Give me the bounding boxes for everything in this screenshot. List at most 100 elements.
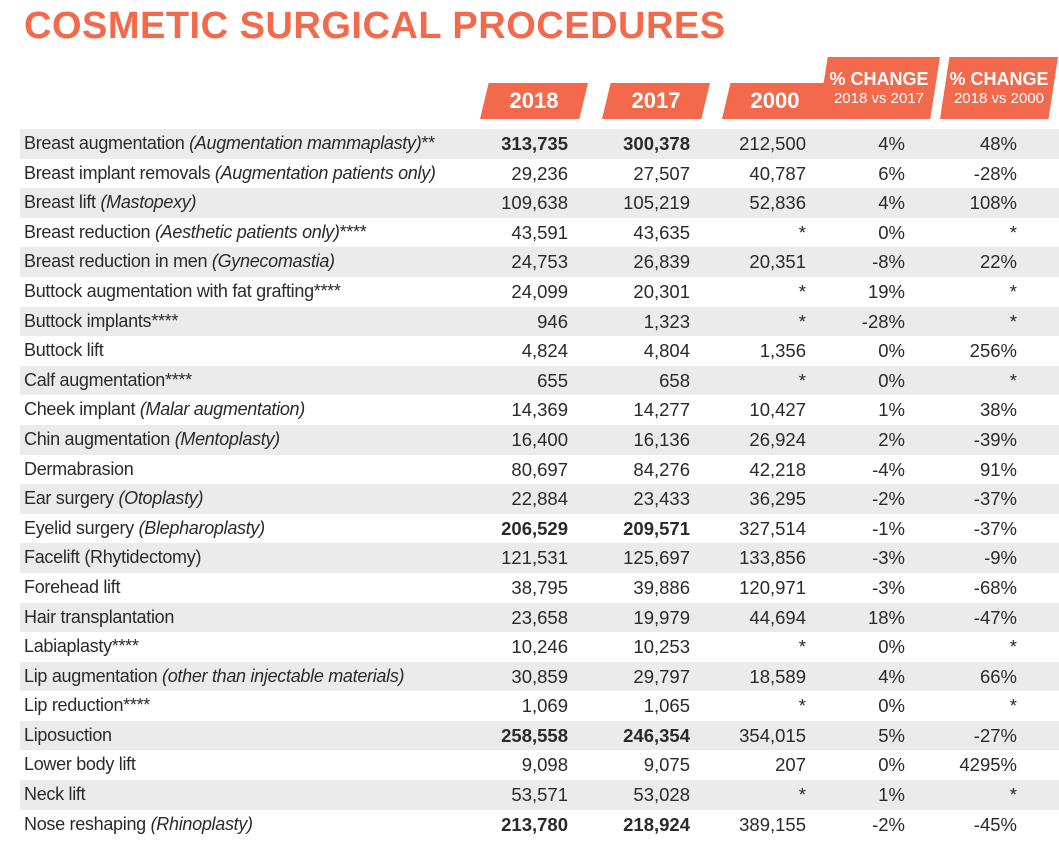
procedure-label: Neck lift [24, 784, 86, 805]
value-2017: 1,065 [643, 695, 690, 717]
change-2018-vs-2017: 1% [878, 784, 905, 806]
procedure-name: Buttock augmentation with fat grafting**… [24, 277, 341, 307]
procedure-label: Nose reshaping [24, 813, 151, 834]
change-2018-vs-2017: -3% [872, 547, 905, 569]
value-2017: 105,219 [623, 192, 690, 214]
procedure-name: Neck lift [24, 780, 86, 810]
change-2018-vs-2000: * [1009, 636, 1017, 658]
change-2018-vs-2017: 5% [878, 724, 905, 746]
value-2017: 19,979 [633, 606, 690, 628]
procedure-note: (Rhinoplasty) [150, 813, 253, 834]
value-2000: * [798, 221, 806, 243]
value-2018: 258,558 [501, 724, 568, 746]
value-2000: 40,787 [749, 162, 806, 184]
value-2000: 20,351 [749, 251, 806, 273]
change-2018-vs-2017: 4% [878, 192, 905, 214]
value-2018: 213,780 [501, 813, 568, 835]
value-2000: 26,924 [749, 428, 806, 450]
value-2000: * [798, 369, 806, 391]
value-2017: 4,804 [643, 340, 690, 362]
procedure-name: Facelift (Rhytidectomy) [24, 543, 201, 573]
change-2018-vs-2017: -8% [872, 251, 905, 273]
change-2018-vs-2017: 0% [878, 340, 905, 362]
value-2000: 212,500 [739, 133, 806, 154]
procedure-name: Breast reduction (Aesthetic patients onl… [24, 218, 367, 248]
header-change1-top: % CHANGE [829, 69, 929, 89]
value-2018: 9,098 [521, 754, 568, 776]
procedure-label: Lower body lift [24, 754, 136, 775]
table-row: Lip augmentation (other than injectable … [20, 661, 1059, 692]
procedure-note: (Mastopexy) [100, 192, 197, 213]
procedure-label: Breast reduction [24, 221, 155, 242]
change-2018-vs-2017: 0% [878, 695, 905, 717]
procedure-name: Eyelid surgery (Blepharoplasty) [24, 514, 265, 544]
procedure-label: Breast lift [24, 192, 101, 213]
value-2018: 655 [537, 369, 568, 391]
value-2000: 18,589 [749, 665, 806, 687]
column-header-2018: 2018 [480, 83, 588, 119]
procedure-name: Chin augmentation (Mentoplasty) [24, 425, 280, 455]
value-2018: 121,531 [501, 547, 568, 569]
change-2018-vs-2017: 2% [878, 428, 905, 450]
header-change1-bottom: 2018 vs 2017 [833, 90, 925, 107]
change-2018-vs-2000: * [1009, 784, 1017, 806]
table-row: Dermabrasion 80,697 84,276 42,218 -4% 91% [20, 455, 1059, 485]
procedure-name: Lip reduction**** [24, 691, 150, 721]
procedure-footnote-mark: ** [421, 133, 435, 153]
value-2017: 209,571 [623, 517, 690, 539]
value-2018: 206,529 [501, 517, 568, 539]
value-2018: 109,638 [501, 192, 568, 214]
procedure-label: Liposuction [24, 724, 112, 745]
procedure-label: Lip reduction**** [24, 695, 150, 716]
value-2018: 29,236 [511, 162, 568, 184]
value-2000: 42,218 [749, 458, 806, 480]
change-2018-vs-2017: 4% [878, 133, 905, 154]
value-2000: 44,694 [749, 606, 806, 628]
header-2000-label: 2000 [750, 88, 800, 113]
procedure-label: Facelift (Rhytidectomy) [24, 547, 202, 568]
value-2017: 14,277 [633, 399, 690, 421]
procedure-label: Ear surgery [24, 488, 119, 509]
change-2018-vs-2017: 0% [878, 221, 905, 243]
change-2018-vs-2000: -68% [973, 576, 1017, 598]
value-2017: 84,276 [633, 458, 690, 480]
value-2017: 218,924 [623, 813, 690, 835]
value-2017: 658 [659, 369, 690, 391]
value-2018: 313,735 [501, 133, 568, 154]
column-header-change-2018-vs-2017: % CHANGE 2018 vs 2017 [818, 57, 940, 119]
table-row: Buttock augmentation with fat grafting**… [20, 277, 1059, 307]
procedure-label: Breast augmentation [24, 133, 190, 153]
table-row: Breast implant removals (Augmentation pa… [20, 159, 1059, 189]
change-2018-vs-2017: 0% [878, 754, 905, 776]
table-row: Buttock lift 4,824 4,804 1,356 0% 256% [20, 336, 1059, 366]
procedure-note: (Aesthetic patients only) [154, 221, 340, 242]
value-2018: 24,753 [511, 251, 568, 273]
header-change2-bottom: 2018 vs 2000 [953, 90, 1045, 107]
value-2018: 30,859 [511, 665, 568, 687]
header-2017-label: 2017 [631, 88, 681, 113]
procedure-footnote-mark: **** [339, 221, 367, 242]
value-2000: * [798, 636, 806, 658]
table-row: Lower body lift 9,098 9,075 207 0% 4295% [20, 750, 1059, 780]
change-2018-vs-2000: * [1009, 221, 1017, 243]
table-row: Ear surgery (Otoplasty) 22,884 23,433 36,29… [20, 484, 1059, 514]
table-row: Calf augmentation**** 655 658 * 0% * [20, 365, 1059, 396]
change-2018-vs-2000: * [1009, 280, 1017, 302]
procedure-label: Hair transplantation [24, 606, 175, 627]
value-2000: 354,015 [739, 724, 806, 746]
procedure-name: Lower body lift [24, 750, 136, 780]
value-2000: * [798, 695, 806, 717]
value-2017: 20,301 [633, 280, 690, 302]
change-2018-vs-2017: 19% [867, 280, 905, 302]
value-2018: 1,069 [521, 695, 568, 717]
change-2018-vs-2017: 18% [867, 606, 905, 628]
procedure-label: Cheek implant [24, 399, 140, 420]
procedure-note: (Augmentation mammaplasty) [189, 133, 422, 153]
value-2017: 10,253 [633, 636, 690, 658]
change-2018-vs-2017: 0% [878, 369, 905, 391]
procedures-table: Breast augmentation (Augmentation mammap… [20, 129, 1059, 839]
procedure-name: Buttock implants**** [24, 307, 178, 337]
value-2000: 1,356 [759, 340, 806, 362]
procedure-name: Lip augmentation (other than injectable … [24, 662, 405, 692]
value-2017: 53,028 [633, 784, 690, 806]
